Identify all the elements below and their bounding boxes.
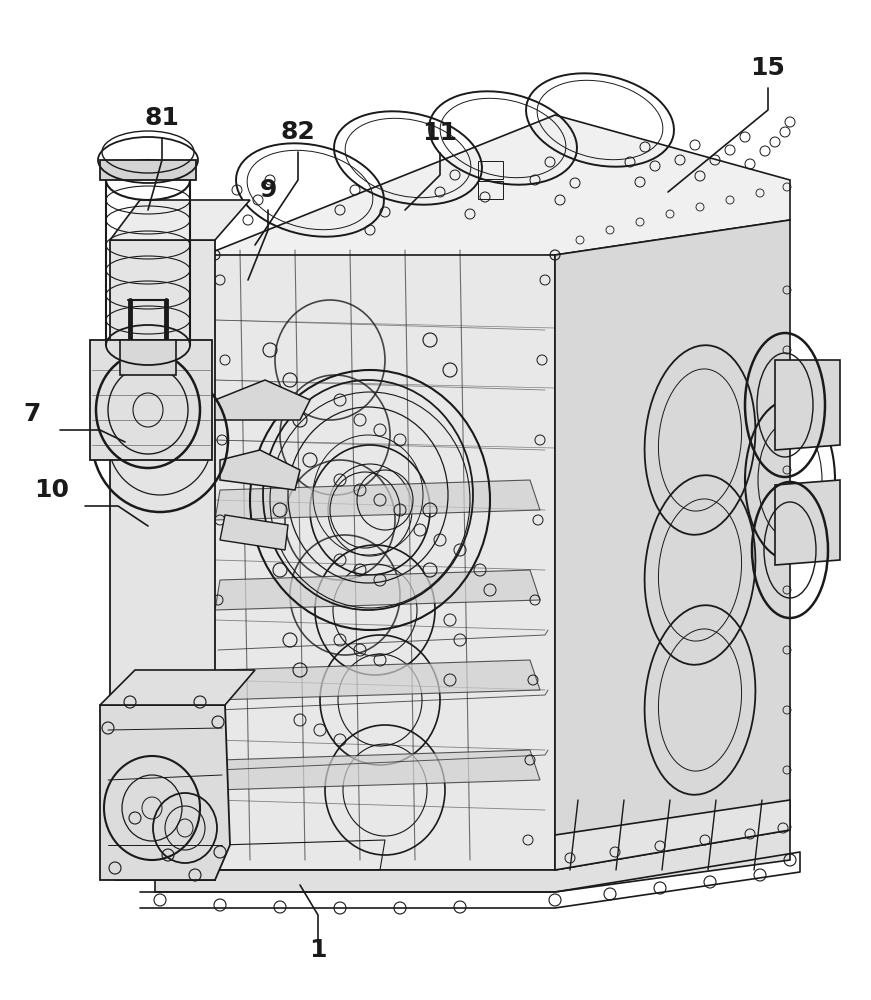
Polygon shape [215,660,540,700]
Text: 10: 10 [35,478,70,502]
Polygon shape [220,515,288,550]
Polygon shape [100,160,196,180]
Polygon shape [110,200,250,240]
Text: 1: 1 [309,938,327,962]
Text: 82: 82 [280,120,315,144]
Polygon shape [205,115,790,280]
Text: 15: 15 [751,56,786,80]
Polygon shape [555,220,790,870]
Polygon shape [775,360,840,450]
Polygon shape [205,255,555,870]
Polygon shape [215,480,540,520]
Polygon shape [555,800,790,870]
Text: 9: 9 [260,178,277,202]
Text: 11: 11 [422,121,457,145]
Polygon shape [110,240,215,880]
Bar [477,181,503,199]
Polygon shape [215,380,310,420]
Polygon shape [775,480,840,565]
Polygon shape [90,340,212,460]
Polygon shape [100,670,255,705]
Polygon shape [155,830,790,892]
Polygon shape [215,570,540,610]
Polygon shape [120,340,176,375]
Polygon shape [215,750,540,790]
Text: 7: 7 [24,402,41,426]
Bar [477,161,503,179]
Polygon shape [220,450,300,490]
Text: 81: 81 [145,106,179,130]
Polygon shape [100,705,230,880]
